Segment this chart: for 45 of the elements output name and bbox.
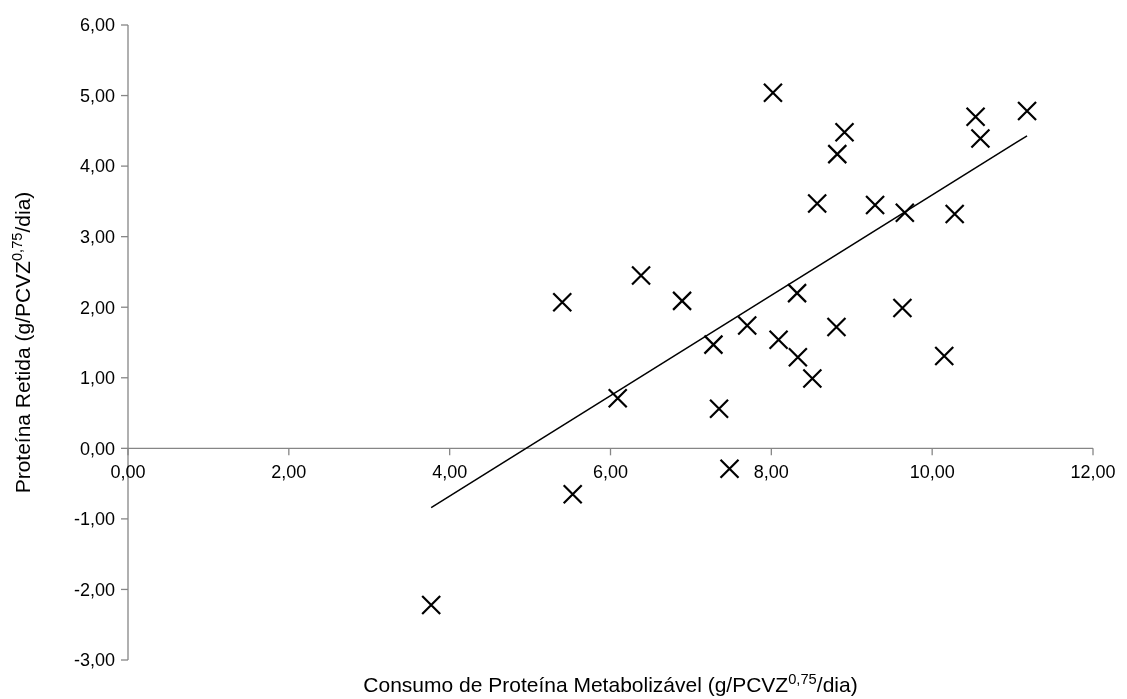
point (786, 283, 808, 304)
x-tick-label: 10,00 (909, 462, 955, 483)
point (934, 345, 955, 367)
point (768, 329, 789, 350)
point (894, 202, 915, 223)
x-tick-label: 12,00 (1070, 462, 1116, 483)
point (965, 106, 986, 127)
point (834, 122, 855, 143)
point (630, 265, 652, 286)
y-tick-label: 5,00 (79, 85, 115, 106)
x-tick-label: 2,00 (271, 462, 307, 483)
point (708, 398, 730, 419)
x-tick-label: 8,00 (753, 462, 789, 483)
point (671, 290, 693, 311)
point (827, 144, 848, 165)
x-tick-label: 6,00 (592, 462, 629, 483)
point (421, 594, 442, 616)
point (552, 292, 573, 313)
x-axis-title: Consumo de Proteína Metabolizável (g/PCVZ$^{0,75}$/dia) (363, 671, 858, 696)
point (737, 315, 758, 336)
y-tick-label: -2,00 (73, 579, 115, 600)
x-tick-label: 0,00 (110, 462, 146, 483)
y-tick-label: 4,00 (79, 156, 115, 177)
point (762, 82, 784, 103)
point (719, 458, 740, 479)
point (807, 193, 828, 214)
y-tick-label: 0,00 (79, 438, 115, 459)
x-tick-label: 4,00 (432, 462, 468, 483)
y-tick-label: -1,00 (73, 509, 115, 530)
point (787, 347, 808, 368)
y-tick-label: 2,00 (79, 297, 115, 318)
point (703, 334, 724, 355)
point (562, 484, 583, 505)
point (607, 388, 628, 409)
point (970, 128, 991, 149)
point (944, 203, 965, 225)
y-tick-label: -3,00 (73, 650, 115, 671)
point (864, 194, 886, 216)
point (826, 316, 847, 338)
point (892, 297, 913, 319)
point (802, 368, 823, 389)
y-tick-label: 6,00 (79, 15, 115, 36)
y-tick-label: 1,00 (79, 368, 115, 389)
y-tick-label: 3,00 (79, 226, 115, 247)
point (1016, 100, 1038, 122)
